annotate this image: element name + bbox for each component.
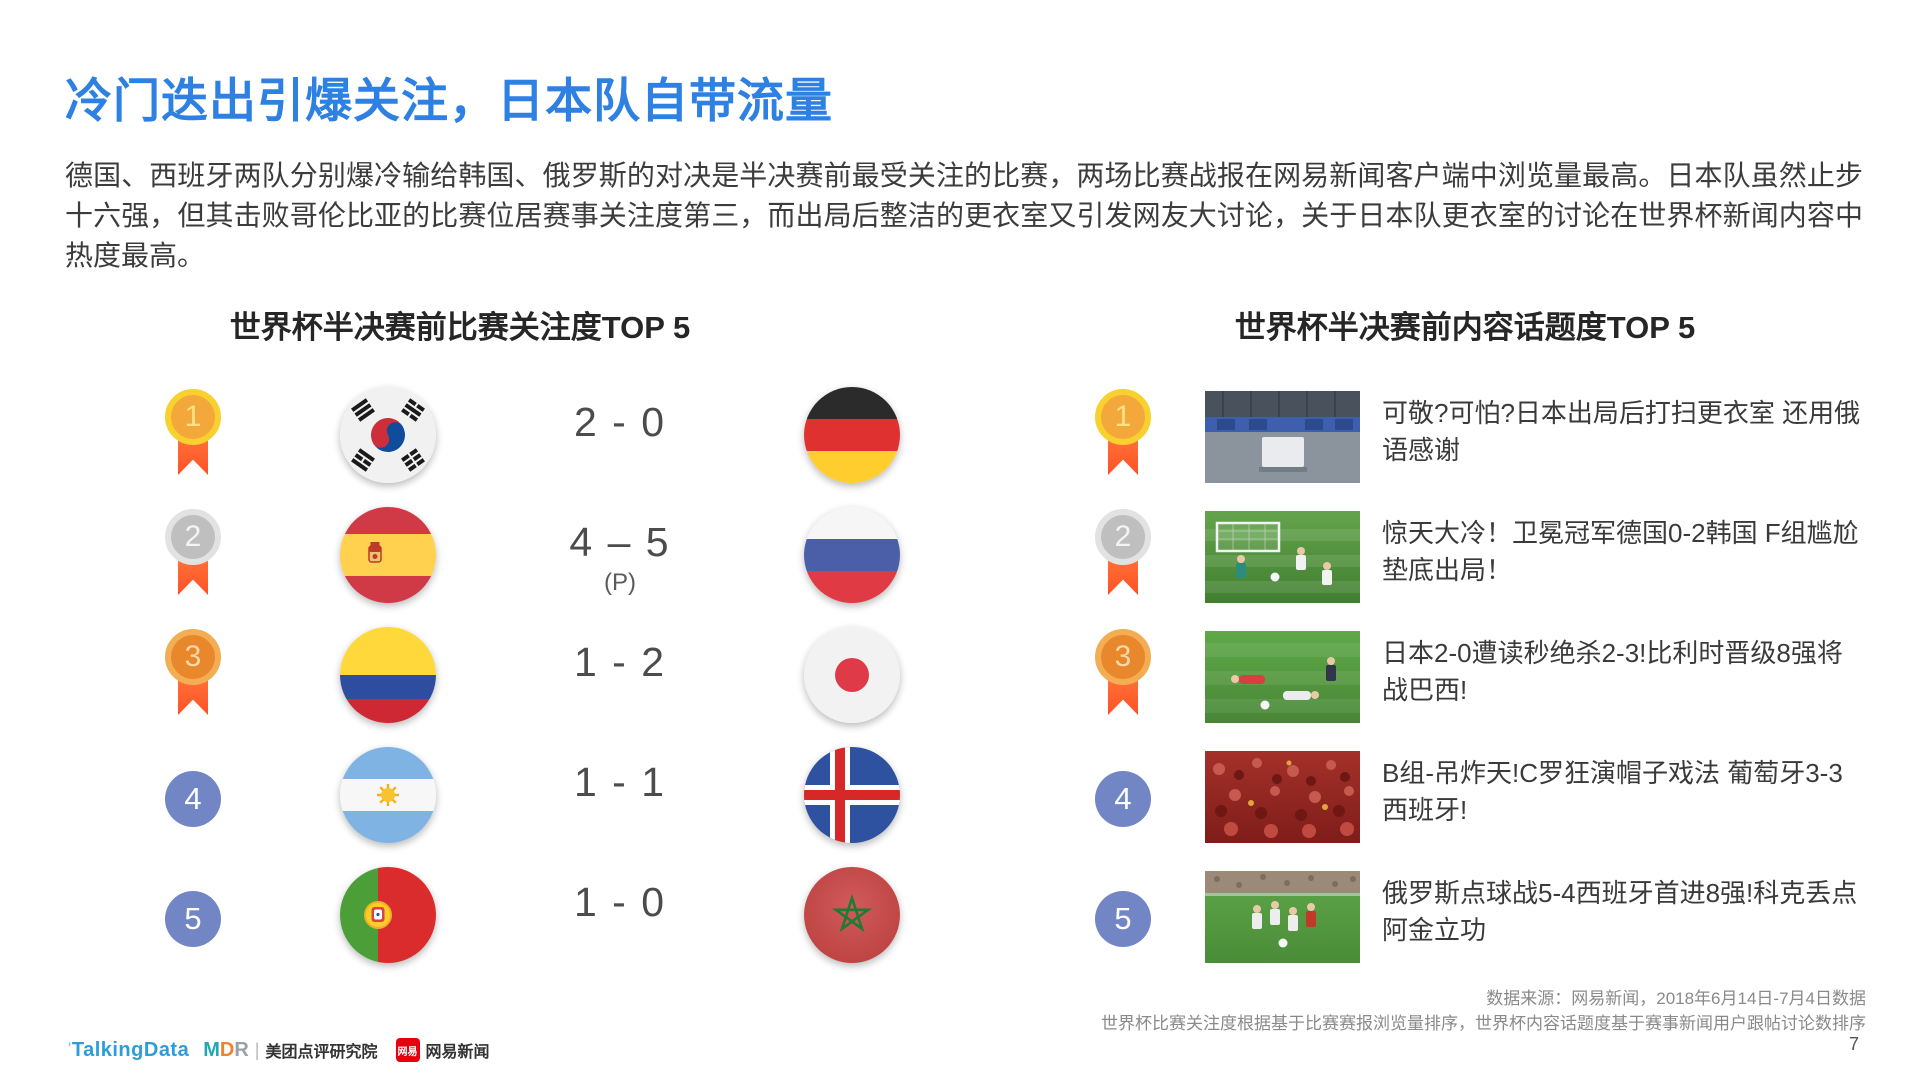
score: 4 – 5 xyxy=(569,519,671,565)
logo-divider: | xyxy=(254,1039,260,1060)
mdr-logo: MDR xyxy=(203,1038,249,1061)
rank-number: 1 xyxy=(1095,389,1151,445)
data-source-note: 数据来源：网易新闻，2018年6月14日-7月4日数据 世界杯比赛关注度根据基于… xyxy=(1101,986,1866,1036)
rank-number: 3 xyxy=(1095,629,1151,685)
intro-paragraph: 德国、西班牙两队分别爆冷输给韩国、俄罗斯的对决是半决赛前最受关注的比赛，两场比赛… xyxy=(65,160,1863,271)
rank-number: 1 xyxy=(165,389,221,445)
flag-south-korea-icon xyxy=(340,387,436,483)
topic-section-title: 世界杯半决赛前内容话题度TOP 5 xyxy=(1234,310,1696,345)
rank-circle: 4 xyxy=(1095,771,1151,827)
bronze-medal-icon: 3 xyxy=(165,629,221,733)
silver-medal-icon: 2 xyxy=(1095,509,1151,613)
match-row-2: 2 4 – 5 (P) xyxy=(140,505,900,625)
rank-number: 2 xyxy=(165,509,221,565)
score-block: 4 – 5 (P) xyxy=(436,517,804,599)
meituan-dianping-institute-logo: 美团点评研究院 xyxy=(265,1044,378,1061)
page-number: 7 xyxy=(1848,1034,1859,1054)
match-section-title: 世界杯半决赛前比赛关注度TOP 5 xyxy=(229,310,691,345)
topic-headline: B组-吊炸天!C罗狂演帽子戏法 葡萄牙3-3西班牙! xyxy=(1382,758,1843,825)
netease-news-logo: 网易 网易新闻 xyxy=(395,1038,490,1062)
match-row-4: 4 1 - 1 xyxy=(140,745,900,865)
footer-logos: 'TalkingData MDR | 美团点评研究院 网易 网易新闻 xyxy=(68,1038,490,1062)
score: 1 - 1 xyxy=(573,759,667,805)
score-note: (P) xyxy=(604,569,636,596)
topic-row-3: 3 日本2-0遭读秒绝杀2-3!比利时晋级8强将战巴西! xyxy=(1060,625,1862,745)
score-block: 1 - 1 xyxy=(436,757,804,807)
score: 1 - 2 xyxy=(573,639,667,685)
match-attention-list: 1 2 - 0 xyxy=(140,385,900,985)
score: 1 - 0 xyxy=(573,879,667,925)
silver-medal-icon: 2 xyxy=(165,509,221,613)
flag-japan-icon xyxy=(804,627,900,723)
flag-colombia-icon xyxy=(340,627,436,723)
page-title: 冷门迭出引爆关注，日本队自带流量 xyxy=(65,74,833,127)
talkingdata-tick-icon: ' xyxy=(68,1038,72,1055)
topic-headline: 可敬?可怕?日本出局后打扫更衣室 还用俄语感谢 xyxy=(1382,398,1861,465)
flag-morocco-icon xyxy=(804,867,900,963)
topic-row-2: 2 惊天大冷！卫冕冠军德国0-2韩国 F组尴尬垫底出局！ xyxy=(1060,505,1862,625)
flag-portugal-icon xyxy=(340,867,436,963)
flag-spain-icon xyxy=(340,507,436,603)
thumbnail-germany-korea-match xyxy=(1205,511,1360,603)
rank-number: 2 xyxy=(1095,509,1151,565)
thumbnail-portugal-spain-fans xyxy=(1205,751,1360,843)
flag-iceland-icon xyxy=(804,747,900,843)
topic-row-4: 4 B组-吊炸天!C罗狂演帽子戏法 葡萄牙3-3西班牙! xyxy=(1060,745,1862,865)
score-block: 1 - 0 xyxy=(436,877,804,927)
topic-headline: 惊天大冷！卫冕冠军德国0-2韩国 F组尴尬垫底出局！ xyxy=(1382,518,1859,585)
topic-headline: 俄罗斯点球战5-4西班牙首进8强!科克丢点阿金立功 xyxy=(1382,878,1858,945)
thumbnail-russia-spain-penalties xyxy=(1205,871,1360,963)
flag-argentina-icon xyxy=(340,747,436,843)
bronze-medal-icon: 3 xyxy=(1095,629,1151,733)
flag-russia-icon xyxy=(804,507,900,603)
score: 2 - 0 xyxy=(573,399,667,445)
thumbnail-japan-belgium-match xyxy=(1205,631,1360,723)
topic-row-1: 1 可敬?可怕?日本出局后打扫更衣室 还用俄语感谢 xyxy=(1060,385,1862,505)
data-source-line2: 世界杯比赛关注度根据基于比赛赛报浏览量排序，世界杯内容话题度基于赛事新闻用户跟帖… xyxy=(1101,1014,1866,1033)
talkingdata-logo: 'TalkingData xyxy=(68,1038,190,1061)
score-block: 1 - 2 xyxy=(436,637,804,687)
rank-number: 3 xyxy=(165,629,221,685)
thumbnail-japan-locker-room xyxy=(1205,391,1360,483)
flag-germany-icon xyxy=(804,387,900,483)
content-topic-list: 1 可敬?可怕?日本出局后打扫更衣室 还用俄语感谢 2 xyxy=(1060,385,1862,985)
topic-row-5: 5 俄罗斯点球战5-4西班牙首进8强!科克丢点阿金立功 xyxy=(1060,865,1862,985)
match-row-5: 5 1 - 0 xyxy=(140,865,900,985)
rank-circle: 4 xyxy=(165,771,221,827)
netease-badge-icon: 网易 xyxy=(395,1038,420,1062)
match-row-3: 3 1 - 2 xyxy=(140,625,900,745)
match-row-1: 1 2 - 0 xyxy=(140,385,900,505)
gold-medal-icon: 1 xyxy=(165,389,221,493)
data-source-line1: 数据来源：网易新闻，2018年6月14日-7月4日数据 xyxy=(1486,989,1866,1008)
rank-circle: 5 xyxy=(165,891,221,947)
rank-circle: 5 xyxy=(1095,891,1151,947)
gold-medal-icon: 1 xyxy=(1095,389,1151,493)
score-block: 2 - 0 xyxy=(436,397,804,447)
topic-headline: 日本2-0遭读秒绝杀2-3!比利时晋级8强将战巴西! xyxy=(1382,638,1843,705)
